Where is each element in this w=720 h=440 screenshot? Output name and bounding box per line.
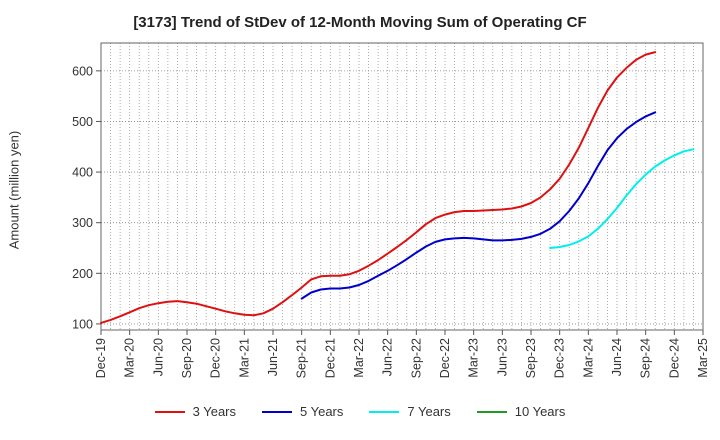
y-tick-label: 400 — [72, 166, 93, 180]
series-line-3-years — [100, 51, 657, 324]
legend: 3 Years 5 Years 7 Years 10 Years — [0, 404, 720, 419]
x-tick-label: Jun-21 — [266, 338, 280, 376]
legend-item: 5 Years — [262, 404, 343, 419]
x-tick-label: Mar-25 — [696, 338, 710, 378]
x-tick-label: Mar-20 — [123, 338, 137, 378]
y-tick-label: 200 — [72, 267, 93, 281]
legend-item: 10 Years — [476, 404, 566, 419]
legend-label: 7 Years — [407, 404, 451, 419]
legend-label: 3 Years — [192, 404, 236, 419]
x-tick-label: Dec-23 — [553, 338, 567, 378]
chart-title: [3173] Trend of StDev of 12-Month Moving… — [133, 14, 587, 31]
x-tick-label: Sep-22 — [409, 338, 423, 378]
legend-label: 10 Years — [514, 404, 566, 419]
x-tick-label: Sep-20 — [180, 338, 194, 378]
series-line-5-years — [300, 111, 657, 300]
x-tick-label: Sep-24 — [639, 338, 653, 378]
legend-swatch — [262, 410, 292, 413]
x-tick-label: Sep-23 — [524, 338, 538, 378]
y-tick-label: 500 — [72, 115, 93, 129]
x-tick-label: Mar-24 — [581, 338, 595, 378]
legend-label: 5 Years — [300, 404, 344, 419]
legend-item: 7 Years — [369, 404, 451, 419]
x-tick-label: Jun-23 — [495, 338, 509, 376]
x-tick-label: Sep-21 — [295, 338, 309, 378]
x-tick-label: Jun-22 — [381, 338, 395, 376]
x-tick-label: Dec-21 — [323, 338, 337, 378]
axis-ticks: 100 200 300 400 500 600 Dec-19 Mar-20 Jun-20 Sep-… — [72, 64, 710, 378]
series-line-7-years — [549, 148, 695, 249]
x-tick-label: Dec-19 — [94, 338, 108, 378]
grid-lines — [101, 43, 703, 330]
x-tick-label: Mar-21 — [237, 338, 251, 378]
legend-swatch — [154, 410, 185, 413]
legend-swatch — [369, 410, 400, 413]
y-tick-label: 600 — [72, 64, 93, 78]
series-lines — [100, 51, 695, 324]
x-tick-label: Jun-24 — [610, 338, 624, 376]
x-tick-label: Mar-23 — [467, 338, 481, 378]
legend-swatch — [476, 410, 507, 413]
legend-item: 3 Years — [154, 404, 236, 419]
x-tick-label: Dec-20 — [209, 338, 223, 378]
x-tick-label: Jun-20 — [151, 338, 165, 376]
x-tick-label: Mar-22 — [352, 338, 366, 378]
y-tick-label: 100 — [72, 317, 93, 331]
x-tick-label: Dec-24 — [667, 338, 681, 378]
y-tick-label: 300 — [72, 216, 93, 230]
x-tick-label: Dec-22 — [438, 338, 452, 378]
plot-frame — [100, 42, 704, 331]
